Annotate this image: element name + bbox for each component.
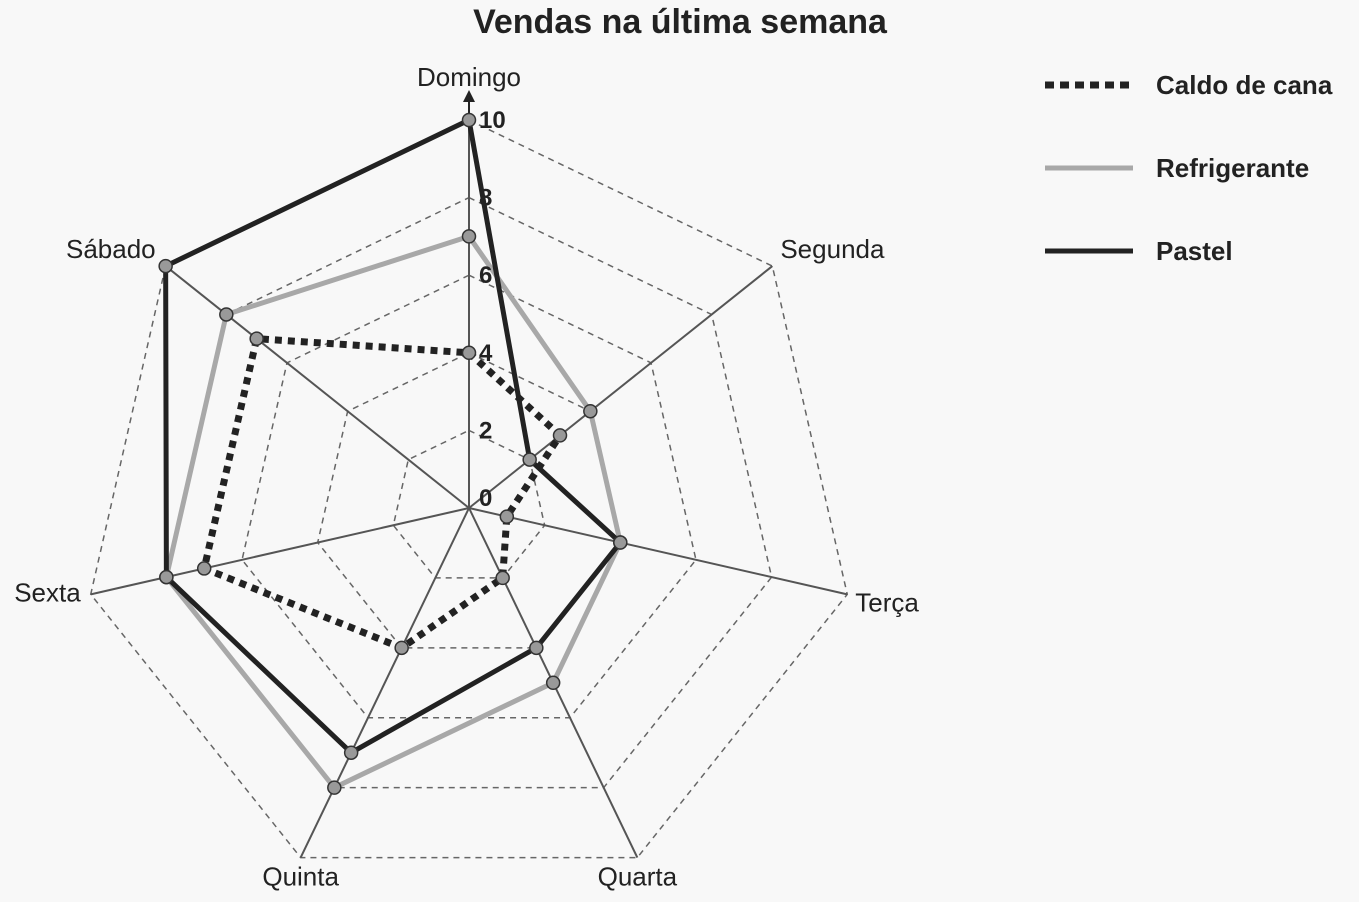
legend: Caldo de cana Refrigerante Pastel xyxy=(1045,70,1333,266)
axis-labels: Domingo Segunda Terça Quarta Quinta Sexta Sába… xyxy=(14,62,919,892)
point-caldo-de-cana-sábado xyxy=(249,331,264,346)
point-caldo-de-cana-quarta xyxy=(495,570,510,586)
grid-ring-2 xyxy=(392,429,546,579)
point-caldo-de-cana-sexta xyxy=(196,561,212,576)
legend-label-refrigerante: Refrigerante xyxy=(1156,153,1309,183)
point-refrigerante-quinta xyxy=(327,780,342,795)
axis-spokes xyxy=(90,90,848,859)
axis-label-terça: Terça xyxy=(855,587,919,617)
series-line-caldo-de-cana xyxy=(200,335,564,652)
tick-label-0: 0 xyxy=(479,485,492,512)
axis-label-quarta: Quarta xyxy=(598,862,678,892)
point-pastel-sábado xyxy=(158,258,173,274)
point-pastel-terça xyxy=(613,535,628,550)
grid-ring-10 xyxy=(89,119,849,859)
point-pastel-segunda xyxy=(522,452,537,467)
point-pastel-domingo xyxy=(461,112,477,128)
point-caldo-de-cana-domingo xyxy=(461,345,477,361)
grid-ring-6 xyxy=(241,274,697,719)
point-caldo-de-cana-segunda xyxy=(552,428,568,443)
point-refrigerante-quarta xyxy=(545,675,561,691)
tick-label-8: 8 xyxy=(479,185,492,212)
spoke-quinta xyxy=(299,507,470,859)
legend-label-pastel: Pastel xyxy=(1156,236,1233,266)
axis-label-sábado: Sábado xyxy=(66,234,156,264)
tick-labels: 0 2 4 6 8 10 xyxy=(479,107,506,512)
point-caldo-de-cana-terça xyxy=(499,509,515,524)
point-caldo-de-cana-quinta xyxy=(394,640,409,656)
point-refrigerante-segunda xyxy=(583,403,598,419)
legend-label-caldo-de-cana: Caldo de cana xyxy=(1156,70,1333,100)
axis-arrow-head xyxy=(463,90,475,102)
series-line-refrigerante xyxy=(163,233,623,791)
point-refrigerante-sábado xyxy=(219,307,234,322)
axis-label-segunda: Segunda xyxy=(780,234,885,264)
point-refrigerante-domingo xyxy=(461,229,477,244)
spoke-segunda xyxy=(468,265,773,509)
series-lines xyxy=(158,112,628,795)
series-line-pastel xyxy=(163,117,623,756)
point-pastel-quarta xyxy=(529,640,544,656)
spoke-sexta xyxy=(90,507,470,596)
spoke-terça xyxy=(468,507,848,596)
point-pastel-sexta xyxy=(159,569,174,585)
axis-label-domingo: Domingo xyxy=(417,62,521,92)
tick-label-2: 2 xyxy=(479,417,492,444)
point-pastel-quinta xyxy=(343,745,359,760)
spoke-sábado xyxy=(165,265,470,509)
chart-title: Vendas na última semana xyxy=(473,3,888,41)
tick-label-6: 6 xyxy=(479,262,492,289)
tick-label-4: 4 xyxy=(479,340,493,367)
axis-label-sexta: Sexta xyxy=(14,577,81,607)
tick-label-10: 10 xyxy=(479,107,506,134)
axis-label-quinta: Quinta xyxy=(262,862,339,892)
